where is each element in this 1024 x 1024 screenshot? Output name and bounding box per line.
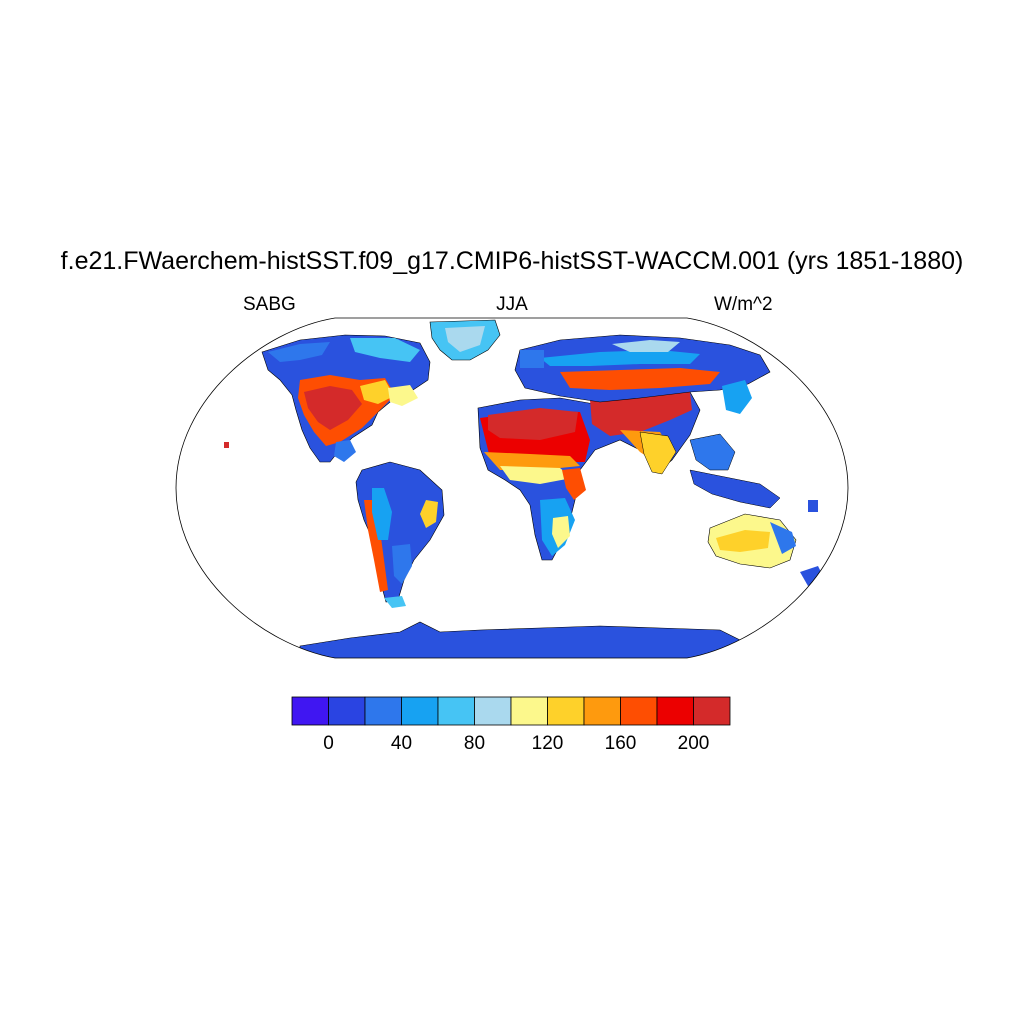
colorbar-tick-label: 120 xyxy=(531,733,564,754)
greenland-landmass xyxy=(429,319,501,361)
colorbar-box-2 xyxy=(364,696,402,726)
south-asia-landmass xyxy=(639,431,781,509)
colorbar-tick-label: 0 xyxy=(323,733,334,754)
small-islands xyxy=(224,350,818,512)
antarctica-landmass xyxy=(299,621,761,658)
colorbar-box-7 xyxy=(547,696,585,726)
figure-title: f.e21.FWaerchem-histSST.f09_g17.CMIP6-hi… xyxy=(60,247,964,275)
colorbar-box-10 xyxy=(656,696,694,726)
south-america-landmass xyxy=(355,461,445,608)
colorbar-box-5 xyxy=(474,696,512,726)
colorbar-box-4 xyxy=(437,696,475,726)
map-border xyxy=(175,317,849,659)
colorbar-box-1 xyxy=(328,696,366,726)
colorbar xyxy=(291,696,731,726)
colorbar-box-0 xyxy=(291,696,329,726)
season-label: JJA xyxy=(496,294,528,315)
units-label: W/m^2 xyxy=(714,294,773,315)
colorbar-tick-label: 80 xyxy=(463,733,486,754)
colorbar-box-6 xyxy=(510,696,548,726)
colorbar-box-11 xyxy=(693,696,731,726)
colorbar-box-8 xyxy=(583,696,621,726)
colorbar-box-3 xyxy=(401,696,439,726)
colorbar-tick-label: 200 xyxy=(677,733,710,754)
variable-label: SABG xyxy=(243,294,296,315)
northern-eurasia-landmass xyxy=(514,334,771,414)
north-america-landmass xyxy=(261,334,431,463)
colorbar-box-9 xyxy=(620,696,658,726)
australia-landmass xyxy=(707,513,824,586)
colorbar-tick-label: 160 xyxy=(604,733,637,754)
eurasia-africa-landmass xyxy=(477,391,701,561)
colorbar-tick-label: 40 xyxy=(390,733,413,754)
